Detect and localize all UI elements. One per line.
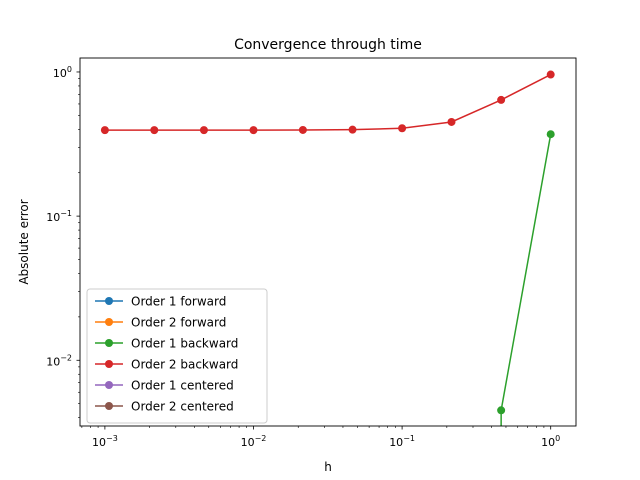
- chart-title: Convergence through time: [234, 37, 422, 53]
- data-point-3-3: [249, 126, 258, 135]
- data-point-3-1: [150, 126, 159, 135]
- x-tick-label-0: 10−3: [92, 434, 118, 449]
- data-point-3-9: [546, 70, 555, 79]
- legend-label-1: Order 2 forward: [131, 316, 226, 330]
- legend-label-5: Order 2 centered: [131, 400, 234, 414]
- y-tick-label-0: 10−2: [46, 353, 72, 368]
- legend-marker-5: [105, 402, 113, 410]
- data-point-2-0: [497, 406, 506, 415]
- legend-label-2: Order 1 backward: [131, 337, 238, 351]
- x-tick-label-3: 100: [541, 434, 560, 449]
- axes-frame: [79, 57, 577, 427]
- legend-label-4: Order 1 centered: [131, 379, 234, 393]
- legend-label-3: Order 2 backward: [131, 358, 238, 372]
- x-axis-label: h: [324, 460, 332, 474]
- legend-marker-4: [105, 381, 113, 389]
- x-tick-label-2: 10−1: [389, 434, 415, 449]
- data-point-3-0: [100, 126, 109, 135]
- data-point-3-7: [447, 117, 456, 126]
- legend-marker-2: [105, 339, 113, 347]
- data-point-3-8: [497, 95, 506, 104]
- axis-ticks: 10−3 10−2 10−1 100 10−2 10−1 100: [46, 65, 560, 449]
- plot-area: [100, 70, 555, 426]
- legend: Order 1 forward Order 2 forward Order 1 ba…: [86, 288, 268, 424]
- legend-marker-3: [105, 360, 113, 368]
- y-axis-label: Absolute error: [17, 199, 31, 284]
- series-line-3: [104, 73, 552, 131]
- data-point-2-1: [546, 130, 555, 139]
- y-tick-label-2: 100: [53, 65, 72, 80]
- legend-box: [86, 288, 268, 424]
- legend-marker-0: [105, 297, 113, 305]
- legend-marker-1: [105, 318, 113, 326]
- data-point-3-2: [199, 126, 208, 135]
- series-line-2: [500, 134, 552, 426]
- y-tick-label-1: 10−1: [46, 209, 72, 224]
- x-tick-label-1: 10−2: [241, 434, 267, 449]
- data-point-3-6: [398, 124, 407, 133]
- data-point-3-5: [348, 125, 357, 134]
- data-point-3-4: [298, 125, 307, 134]
- legend-label-0: Order 1 forward: [131, 295, 226, 309]
